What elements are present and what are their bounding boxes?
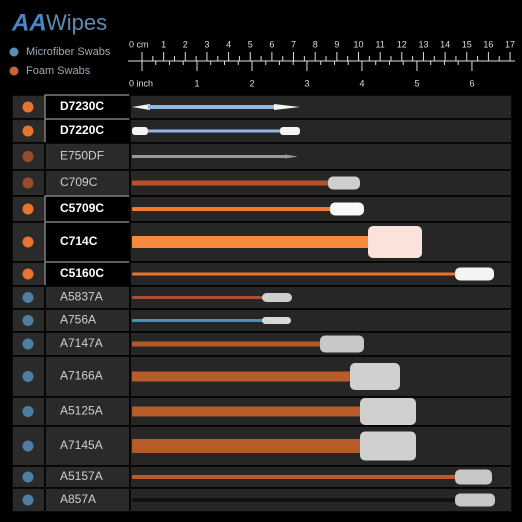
swab-handle [132, 272, 457, 276]
swab-tip [285, 154, 298, 159]
label-cell [44, 396, 131, 427]
swab-handle [132, 236, 370, 248]
inch-label: 0 inch [129, 78, 153, 88]
label-cell [44, 487, 131, 513]
inch-tick-label: 2 [249, 78, 254, 88]
cm-label: 0 cm [129, 39, 149, 49]
row-label: A5157A [60, 469, 103, 483]
legend-label: Foam Swabs [26, 65, 91, 77]
cm-tick-label: 12 [397, 39, 407, 49]
legend-label: Microfiber Swabs [26, 46, 111, 58]
brand-name: Wipes [46, 10, 107, 35]
swab-head [280, 127, 300, 135]
swab-handle [132, 498, 457, 502]
row-label: C5709C [60, 201, 104, 215]
row-label: C714C [60, 234, 98, 248]
type-dot [22, 125, 34, 137]
swab-handle [132, 180, 330, 186]
type-dot [22, 471, 34, 483]
cm-tick-label: 14 [440, 39, 450, 49]
type-dot [22, 101, 34, 113]
swab-handle [132, 319, 264, 322]
brand-mark: AA [11, 9, 47, 36]
type-dot [22, 406, 34, 417]
cm-tick-label: 11 [375, 39, 384, 49]
legend-dot [9, 66, 19, 76]
row-label: E750DF [60, 149, 104, 163]
row-label: A857A [60, 492, 96, 506]
type-dot [22, 203, 34, 215]
swab-handle [132, 406, 362, 417]
cm-tick-label: 6 [269, 39, 274, 49]
type-dot [22, 151, 34, 162]
swab-handle [132, 475, 457, 479]
cm-tick-label: 1 [161, 39, 166, 49]
swab-handle [132, 296, 264, 299]
type-dot [22, 371, 34, 382]
row-label: A5837A [60, 290, 103, 304]
row-label: C709C [60, 175, 98, 189]
swab-head [455, 469, 492, 485]
swab-handle [132, 439, 362, 453]
cm-tick-label: 7 [291, 39, 296, 49]
row-label: A7147A [60, 336, 103, 350]
cm-tick-label: 16 [483, 39, 493, 49]
swab-tip [274, 104, 300, 110]
cm-tick-label: 13 [418, 39, 428, 49]
label-cell [44, 261, 131, 287]
row-label: C5160C [60, 266, 104, 280]
swab-head [368, 226, 422, 258]
swab-head [330, 202, 364, 216]
swab-handle [132, 371, 352, 382]
legend-dot [9, 47, 19, 57]
cm-tick-label: 17 [505, 39, 515, 49]
type-dot [22, 268, 34, 280]
cm-tick-label: 4 [226, 39, 231, 49]
type-dot [22, 494, 34, 506]
inch-tick-label: 6 [469, 78, 474, 88]
swab-head [350, 363, 400, 390]
cm-tick-label: 10 [353, 39, 363, 49]
row-label: D7220C [60, 123, 104, 137]
swab-head [360, 431, 416, 461]
swab-tip [132, 104, 150, 110]
row-label: A756A [60, 313, 96, 327]
swab-head [132, 127, 148, 135]
cm-tick-label: 15 [462, 39, 472, 49]
type-dot [22, 177, 34, 189]
cm-tick-label: 9 [334, 39, 339, 49]
swab-head [262, 293, 292, 302]
row-label: A7166A [60, 369, 103, 383]
swab-head [360, 398, 416, 425]
inch-tick-label: 4 [359, 78, 364, 88]
type-dot [22, 236, 34, 248]
inch-tick-label: 5 [414, 78, 419, 88]
cm-tick-label: 5 [248, 39, 253, 49]
row-label: A5125A [60, 404, 103, 418]
cm-tick-label: 3 [204, 39, 209, 49]
swab-head [455, 267, 494, 281]
swab-handle [148, 105, 276, 109]
swab-handle [132, 207, 332, 211]
swab-head [262, 317, 291, 324]
cm-tick-label: 2 [183, 39, 188, 49]
row-label: D7230C [60, 99, 104, 113]
swab-handle [132, 341, 322, 347]
type-dot [22, 315, 34, 326]
type-dot [22, 338, 34, 350]
swab-head [320, 335, 364, 353]
swab-handle [132, 155, 285, 158]
type-dot [22, 292, 34, 303]
swab-head [328, 176, 360, 190]
cm-tick-label: 8 [313, 39, 318, 49]
type-dot [22, 440, 34, 452]
row-label: A7145A [60, 438, 103, 452]
label-cell [44, 169, 131, 197]
swab-head [455, 493, 495, 507]
inch-tick-label: 3 [304, 78, 309, 88]
swab-handle [148, 129, 280, 133]
inch-tick-label: 1 [194, 78, 199, 88]
